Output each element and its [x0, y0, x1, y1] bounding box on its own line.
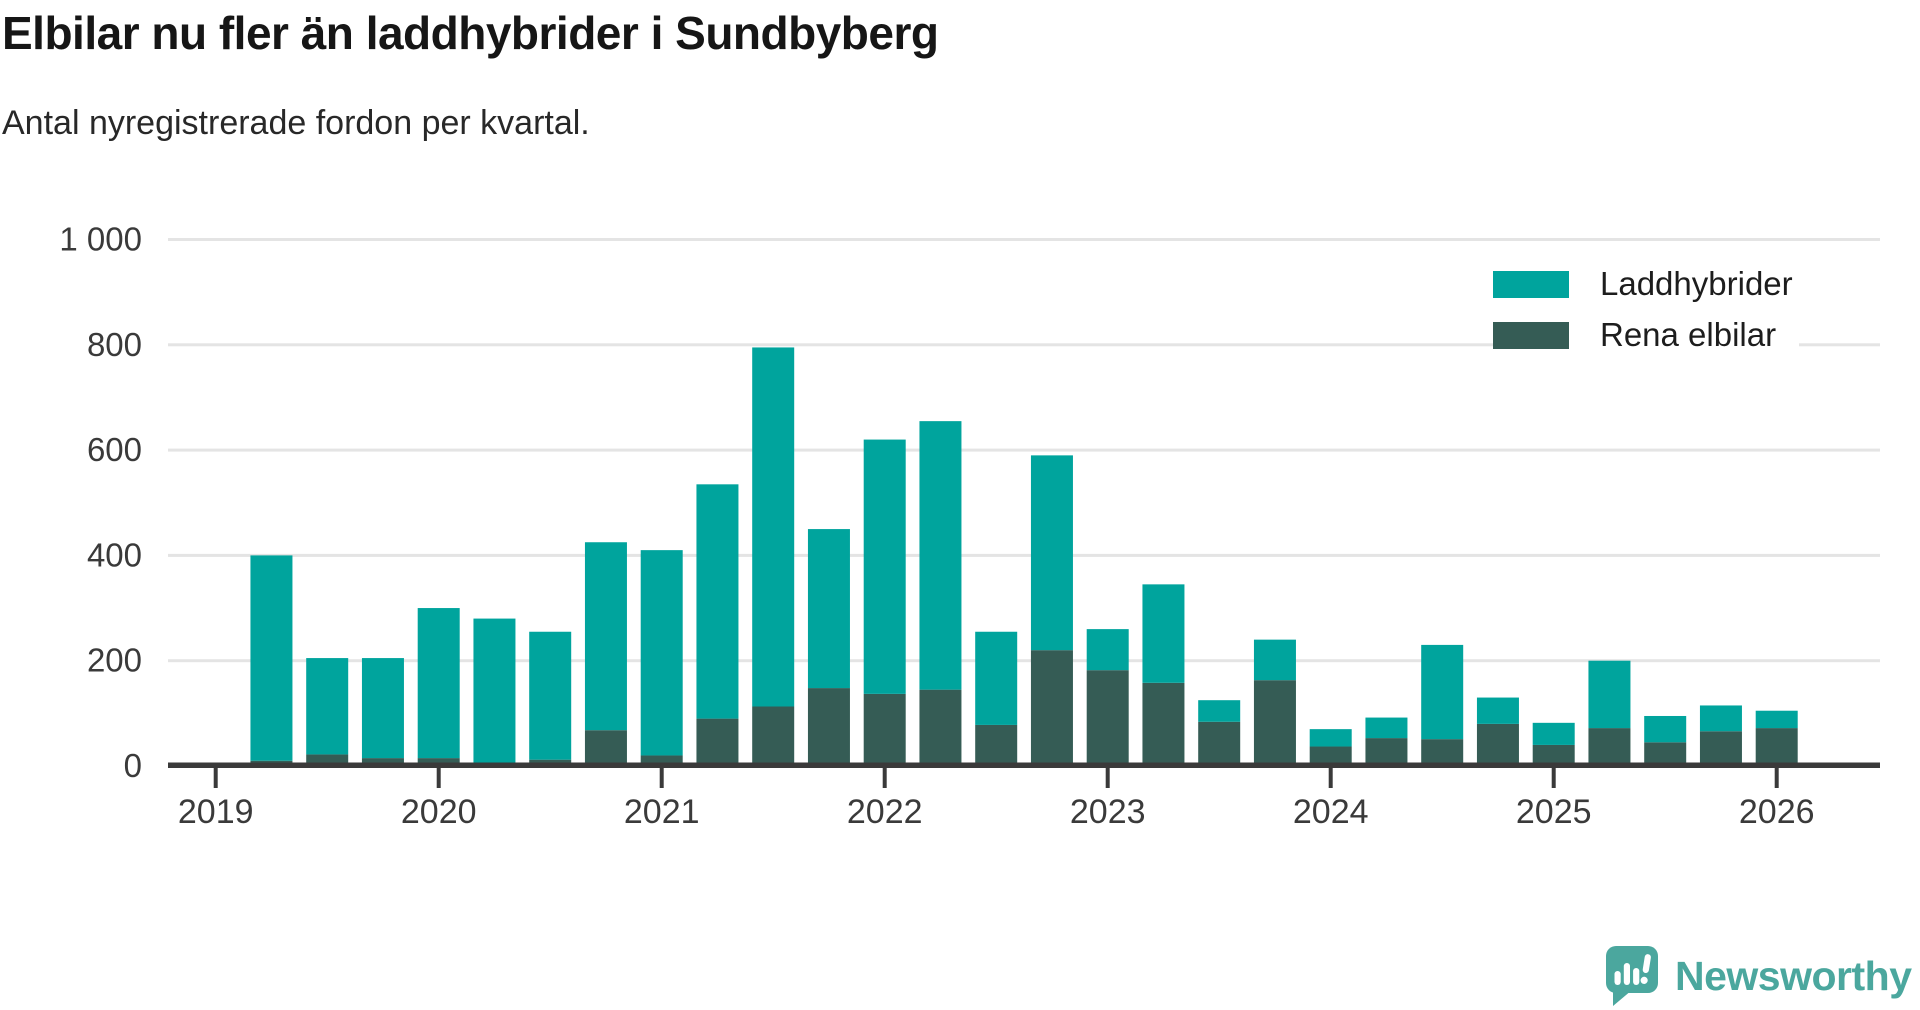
bar-segment-rena-elbilar [1755, 728, 1798, 766]
rena-elbilar-swatch [1493, 321, 1569, 349]
bar-segment-laddhybrider [919, 421, 962, 690]
bar-segment-rena-elbilar [1086, 670, 1129, 766]
bar-segment-laddhybrider [1365, 717, 1408, 739]
bar-segment-rena-elbilar [1644, 742, 1687, 766]
bar-segment-laddhybrider [1421, 644, 1464, 740]
bar-segment-rena-elbilar [417, 758, 460, 766]
x-axis-label: 2021 [624, 793, 700, 831]
bar-segment-laddhybrider [1532, 722, 1575, 745]
bar-segment-laddhybrider [1198, 700, 1241, 722]
gridline [168, 238, 1880, 241]
bar-segment-laddhybrider [752, 347, 795, 707]
bar-segment-rena-elbilar [306, 754, 349, 766]
bar-segment-rena-elbilar [752, 706, 795, 766]
bar-segment-rena-elbilar [1309, 746, 1352, 766]
bar-segment-laddhybrider [1755, 710, 1798, 729]
newsworthy-logo-text: Newsworthy [1675, 953, 1912, 999]
bar-segment-laddhybrider [640, 550, 683, 756]
gridline [168, 553, 1880, 557]
bar-segment-laddhybrider [807, 529, 850, 689]
y-axis-label: 1 000 [59, 221, 142, 258]
bar-segment-laddhybrider [975, 631, 1018, 725]
chart-subtitle: Antal nyregistrerade fordon per kvartal. [2, 104, 590, 142]
bar-segment-laddhybrider [1086, 629, 1129, 671]
bar-segment-laddhybrider [250, 555, 293, 761]
bar-segment-laddhybrider [473, 618, 516, 763]
bar-segment-rena-elbilar [919, 689, 962, 766]
legend-item-rena-elbilar: Rena elbilar [1493, 314, 1799, 356]
x-axis-tick [1774, 768, 1779, 788]
x-axis-line [168, 762, 1880, 768]
bar-segment-laddhybrider [863, 439, 906, 694]
bar-segment-laddhybrider [361, 658, 404, 759]
y-axis-label: 800 [87, 326, 142, 363]
bar-segment-laddhybrider [1253, 639, 1296, 681]
bar-segment-rena-elbilar [361, 758, 404, 766]
legend-label: Rena elbilar [1600, 316, 1777, 353]
bar-segment-rena-elbilar [1030, 650, 1073, 766]
x-axis-label: 2019 [178, 793, 254, 831]
bar-segment-laddhybrider [1030, 455, 1073, 651]
x-axis-tick [436, 768, 441, 788]
bar-segment-rena-elbilar [1699, 731, 1742, 766]
gridline [168, 448, 1880, 452]
x-axis-label: 2020 [401, 793, 477, 831]
x-axis-tick [213, 768, 218, 788]
y-axis-label: 600 [87, 431, 142, 468]
x-axis-label: 2023 [1070, 793, 1146, 831]
y-axis-label: 0 [124, 747, 142, 784]
bar-segment-rena-elbilar [1142, 682, 1185, 766]
bar-segment-rena-elbilar [1198, 721, 1241, 766]
x-axis-tick [882, 768, 887, 788]
x-axis-tick [659, 768, 664, 788]
bar-segment-laddhybrider [584, 542, 627, 731]
bar-segment-laddhybrider [1699, 705, 1742, 732]
bar-segment-rena-elbilar [807, 688, 850, 766]
bar-segment-rena-elbilar [863, 693, 906, 766]
x-axis-tick [1551, 768, 1556, 788]
bar-segment-laddhybrider [306, 658, 349, 755]
bar-segment-rena-elbilar [1588, 728, 1631, 766]
bar-segment-laddhybrider [529, 631, 572, 760]
bar-segment-laddhybrider [417, 608, 460, 759]
x-axis-label: 2026 [1739, 793, 1815, 831]
x-axis-tick [1105, 768, 1110, 788]
x-axis-label: 2022 [847, 793, 923, 831]
bar-segment-rena-elbilar [1421, 739, 1464, 766]
bar-segment-laddhybrider [1142, 584, 1185, 683]
x-axis-tick [1328, 768, 1333, 788]
y-axis-label: 400 [87, 536, 142, 573]
bar-segment-rena-elbilar [584, 730, 627, 766]
bar-segment-laddhybrider [1644, 715, 1687, 743]
legend-item-laddhybrider: Laddhybrider [1493, 263, 1799, 305]
bar-segment-rena-elbilar [696, 718, 739, 766]
chart-legend: Laddhybrider Rena elbilar [1493, 263, 1799, 356]
bar-segment-rena-elbilar [1365, 738, 1408, 766]
chart-title: Elbilar nu fler än laddhybrider i Sundby… [2, 7, 939, 59]
bar-segment-rena-elbilar [640, 755, 683, 766]
newsworthy-branding: Newsworthy [1606, 946, 1912, 1008]
bar-segment-laddhybrider [696, 484, 739, 719]
bar-segment-rena-elbilar [1532, 744, 1575, 766]
bar-segment-rena-elbilar [1253, 680, 1296, 766]
x-axis-label: 2024 [1293, 793, 1369, 831]
laddhybrider-swatch [1493, 270, 1569, 298]
newsworthy-logo-icon [1606, 946, 1658, 1006]
bar-segment-rena-elbilar [1476, 723, 1519, 766]
bar-segment-rena-elbilar [975, 724, 1018, 766]
bar-segment-laddhybrider [1309, 729, 1352, 747]
x-axis-label: 2025 [1516, 793, 1592, 831]
y-axis-label: 200 [87, 642, 142, 679]
gridline [168, 343, 1880, 347]
bar-segment-laddhybrider [1588, 660, 1631, 729]
legend-label: Laddhybrider [1600, 265, 1793, 302]
bar-segment-laddhybrider [1476, 697, 1519, 724]
gridline [168, 659, 1880, 663]
